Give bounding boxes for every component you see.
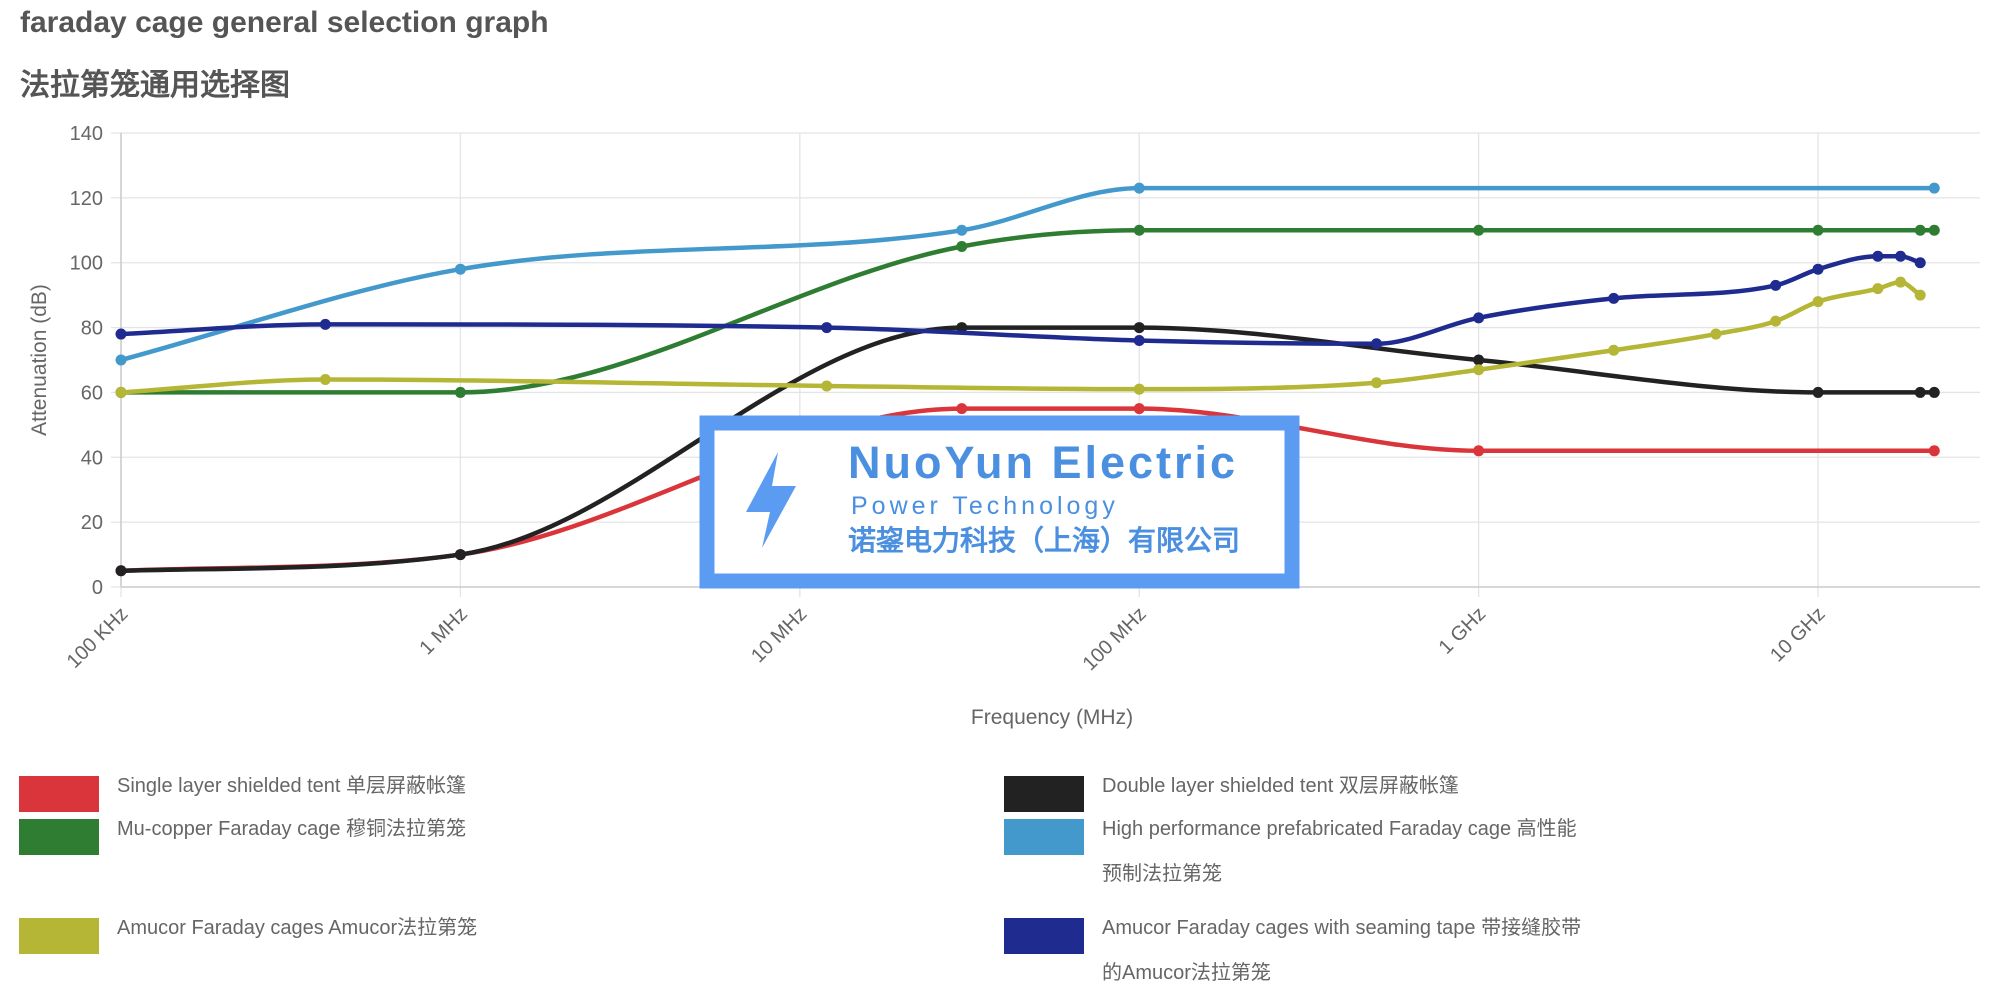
data-point — [956, 224, 968, 236]
chart-subtitle: 法拉第笼通用选择图 — [20, 69, 290, 102]
data-point — [1914, 386, 1926, 398]
data-point — [956, 241, 968, 252]
data-point — [1133, 403, 1145, 415]
data-point — [1473, 445, 1485, 457]
data-point — [1812, 296, 1824, 308]
y-tick-label: 140 — [70, 123, 103, 145]
data-point — [1370, 338, 1382, 350]
x-tick-label: 100 MHz — [1079, 603, 1151, 675]
legend-label: Single layer shielded tent 单层屏蔽帐篷 — [117, 775, 467, 797]
legend-label: Mu-copper Faraday cage 穆铜法拉第笼 — [117, 818, 467, 840]
data-point — [1812, 263, 1824, 275]
data-point — [1133, 383, 1145, 395]
y-tick-label: 60 — [81, 382, 103, 404]
data-point — [1914, 289, 1926, 301]
data-point — [821, 380, 833, 392]
chart-title: faraday cage general selection graph — [20, 6, 549, 39]
data-point — [1914, 224, 1926, 236]
data-point — [821, 322, 833, 334]
y-tick-label: 120 — [70, 188, 103, 210]
data-point — [1133, 224, 1145, 236]
legend-swatch — [19, 918, 99, 954]
series-line — [120, 253, 1921, 347]
data-point — [115, 328, 127, 340]
data-point — [1473, 224, 1485, 236]
data-point — [1710, 328, 1722, 340]
watermark: NuoYun Electric Power Technology 诺鋆电力科技（上海… — [699, 415, 1300, 589]
legend-swatch — [19, 819, 99, 855]
data-point — [1872, 250, 1884, 262]
data-point — [115, 565, 127, 577]
legend-swatch — [19, 776, 99, 812]
series-line — [121, 228, 1935, 395]
data-point — [1895, 250, 1907, 262]
x-tick-label: 1 MHz — [416, 603, 472, 659]
legend-swatch — [1004, 776, 1084, 812]
legend-label: Amucor Faraday cages Amucor法拉第笼 — [117, 917, 478, 939]
watermark-company: 诺鋆电力科技（上海）有限公司 — [848, 524, 1240, 556]
data-point — [1133, 335, 1145, 347]
data-point — [1812, 224, 1824, 236]
x-tick-label: 10 MHz — [747, 603, 811, 667]
y-tick-label: 0 — [92, 577, 103, 599]
data-point — [319, 373, 331, 385]
data-point — [1473, 312, 1485, 324]
data-point — [454, 386, 466, 398]
watermark-icon — [746, 452, 796, 548]
legend-swatch — [1004, 819, 1084, 855]
y-tick-label: 100 — [70, 253, 103, 275]
x-tick-label: 100 KHz — [63, 603, 133, 673]
data-point — [1928, 386, 1940, 398]
data-point — [1895, 276, 1907, 288]
data-point — [1914, 257, 1926, 269]
data-point — [1370, 377, 1382, 389]
data-point — [1770, 279, 1782, 291]
data-point — [1473, 364, 1485, 376]
data-point — [1608, 344, 1620, 356]
data-point — [956, 403, 968, 415]
watermark-frame — [699, 415, 1300, 589]
data-point — [115, 386, 127, 398]
data-point — [319, 318, 331, 330]
data-point — [1812, 386, 1824, 398]
legend-label: Amucor Faraday cages with seaming tape 带… — [1102, 917, 1582, 984]
legend-label: Double layer shielded tent 双层屏蔽帐篷 — [1102, 775, 1459, 797]
data-point — [1928, 445, 1940, 457]
data-point — [1928, 224, 1940, 236]
data-point — [1872, 283, 1884, 295]
x-tick-label: 10 GHz — [1766, 603, 1830, 667]
data-point — [454, 549, 466, 561]
data-point — [1473, 354, 1485, 366]
data-point — [1133, 322, 1145, 334]
x-axis-label: Frequency (MHz) — [971, 706, 1133, 729]
data-point — [1133, 182, 1145, 194]
legend-swatch — [1004, 918, 1084, 954]
y-tick-label: 80 — [81, 318, 103, 340]
data-point — [454, 263, 466, 275]
watermark-subtitle: Power Technology — [851, 492, 1119, 520]
watermark-title: NuoYun Electric — [848, 437, 1238, 488]
data-point — [115, 354, 127, 366]
data-point — [1608, 292, 1620, 304]
y-tick-label: 40 — [81, 447, 103, 469]
y-axis-label: Attenuation (dB) — [28, 284, 51, 436]
x-tick-label: 1 GHz — [1435, 603, 1491, 659]
data-point — [1770, 315, 1782, 327]
legend-label: High performance prefabricated Faraday c… — [1102, 818, 1577, 885]
data-point — [1928, 182, 1940, 194]
y-tick-label: 20 — [81, 512, 103, 534]
